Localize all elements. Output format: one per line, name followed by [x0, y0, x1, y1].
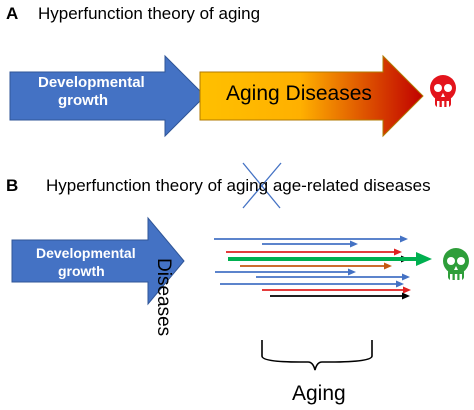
disease-line-11 [270, 292, 410, 300]
panel-a-growth-label: Developmental growth [38, 74, 145, 110]
disease-line-6 [215, 268, 356, 276]
skull-icon-green [443, 248, 469, 280]
cross-out-mark [242, 162, 282, 209]
diseases-vertical-label: Diseases [153, 258, 174, 337]
skull-icon-red [430, 75, 456, 107]
aging-bracket [261, 340, 373, 371]
panel-a-aging-arrow [199, 54, 424, 138]
aging-bracket-label: Aging [292, 382, 346, 405]
disease-line-2 [262, 240, 358, 248]
panel-b-letter: B [6, 176, 19, 195]
panel-a-growth-label-line2: growth [58, 92, 108, 109]
panel-a-growth-arrow [9, 54, 206, 138]
panel-b-growth-label: Developmental growth [36, 244, 136, 280]
panel-b-growth-arrow [11, 216, 185, 306]
disease-line-9 [220, 280, 404, 288]
panel-b-title: Hyperfunction theory of aging age-relate… [46, 176, 431, 196]
panel-a-title: Hyperfunction theory of aging [38, 4, 261, 23]
panel-b-growth-label-line2: growth [58, 263, 105, 279]
disease-line-3 [226, 248, 402, 256]
disease-line-8 [256, 273, 410, 281]
disease-lines-group [214, 235, 432, 300]
disease-line-5 [240, 262, 392, 270]
disease-line-10 [262, 286, 411, 294]
panel-b-title-crossed-word: aging [226, 176, 269, 195]
panel-a-growth-label-line1: Developmental [38, 74, 145, 91]
panel-a-aging-label: Aging Diseases [226, 82, 372, 105]
disease-line-7 [228, 252, 432, 266]
panel-b-growth-label-line1: Developmental [36, 245, 136, 261]
panel-b-title-prefix: Hyperfunction theory of [46, 176, 227, 195]
panel-a-letter: A [6, 4, 19, 23]
disease-line-1 [214, 235, 408, 243]
panel-b-title-suffix: age-related diseases [268, 176, 431, 195]
